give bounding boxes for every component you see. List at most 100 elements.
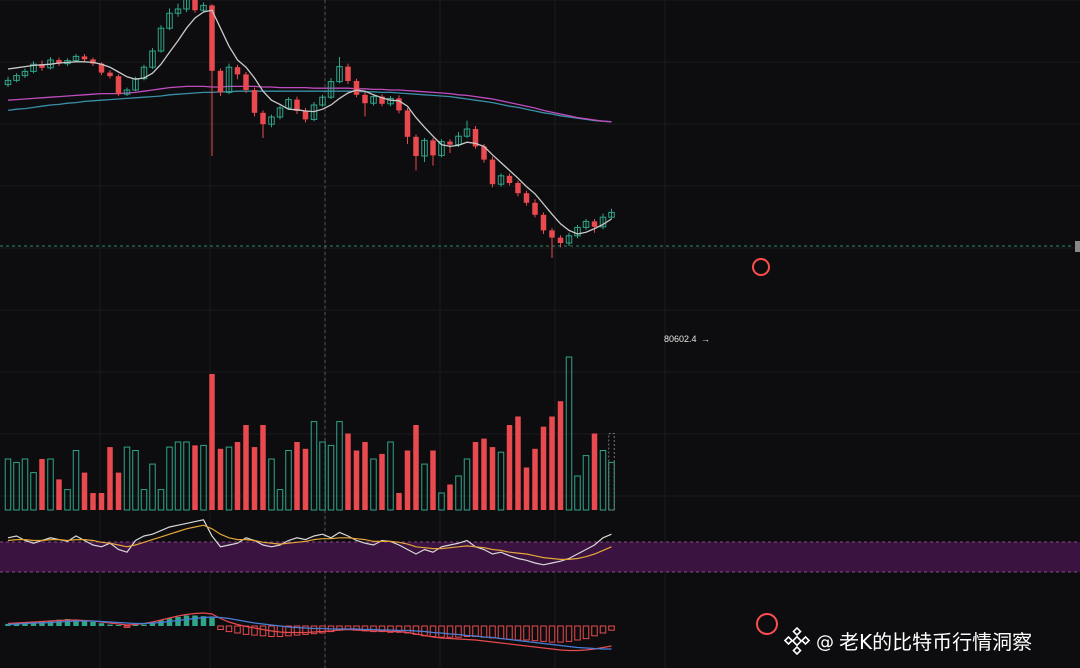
macd-bar — [319, 625, 326, 634]
candle-body — [379, 96, 385, 104]
candle-body — [472, 129, 479, 147]
volume-bar — [123, 446, 131, 511]
candle-body — [13, 75, 20, 81]
macd-bar — [234, 625, 241, 634]
candle-body — [149, 50, 156, 68]
volume-bar — [396, 493, 402, 510]
candle-body — [285, 99, 292, 109]
macd-bar — [90, 621, 96, 626]
candle-body — [243, 74, 249, 90]
candle-body — [404, 110, 411, 137]
candle-body — [463, 128, 471, 137]
candle-body — [319, 96, 326, 106]
ma-short-line — [7, 9, 612, 235]
rsi-pane — [0, 519, 1080, 573]
macd-bar — [438, 625, 445, 638]
macd-bar — [557, 625, 564, 643]
candle-body — [489, 159, 496, 185]
candle-body — [276, 107, 284, 118]
macd-bar — [387, 625, 394, 633]
volume-bar — [310, 421, 318, 511]
macd-bar — [166, 618, 173, 626]
candle-body — [506, 175, 513, 183]
candle-body — [310, 104, 318, 120]
candle-body — [166, 12, 173, 29]
volume-bar — [13, 461, 20, 511]
volume-bar — [21, 458, 29, 511]
candle-body — [523, 193, 530, 203]
macd-bar — [591, 625, 598, 637]
rsi-line-slow — [7, 524, 612, 561]
macd-bar — [540, 625, 547, 642]
volume-bar — [192, 445, 198, 510]
candle-body — [234, 67, 241, 75]
macd-bar — [310, 625, 318, 635]
candle-body — [268, 116, 275, 125]
volume-bar — [523, 467, 530, 510]
volume-bar — [362, 442, 368, 510]
volume-bar — [574, 475, 581, 511]
candle-body — [540, 214, 547, 231]
volume-bar — [166, 446, 173, 511]
macd-bar — [446, 625, 454, 638]
volume-bar — [276, 489, 284, 511]
volume-bar — [463, 458, 471, 511]
rsi-line-fast — [7, 519, 612, 566]
candle-body — [481, 146, 487, 160]
volume-bar — [115, 472, 122, 510]
volume-bar — [447, 484, 453, 510]
candle-body — [430, 140, 436, 156]
volume-bar — [30, 472, 37, 511]
volume-bar — [183, 441, 190, 511]
candle-body — [39, 64, 45, 68]
candle-body — [549, 230, 555, 238]
volume-bar — [217, 448, 224, 510]
volume-bar — [599, 450, 607, 511]
watermark: @ 老K的比特币行情洞察 — [783, 626, 1032, 656]
candle-body — [294, 99, 300, 111]
macd-bar — [285, 625, 292, 637]
candle-body — [515, 183, 521, 194]
volume-bar — [251, 447, 258, 510]
volume-bar — [591, 433, 598, 510]
volume-bar — [532, 448, 538, 510]
volume-bar — [489, 447, 496, 510]
candle-body — [582, 220, 590, 228]
candle-body — [565, 235, 573, 244]
macd-bar — [47, 620, 54, 626]
volume-bar — [421, 463, 428, 511]
volume-bar — [345, 433, 351, 510]
volume-bar — [39, 459, 45, 510]
candle-body — [353, 81, 360, 95]
highlight-circle-macd — [756, 613, 778, 635]
macd-bar — [395, 625, 403, 633]
volume-bar — [540, 426, 547, 510]
volume-bar-pending — [608, 433, 615, 511]
candle-body — [260, 112, 266, 125]
candle-body — [387, 97, 394, 105]
volume-bar — [209, 374, 215, 510]
volume-bar — [379, 453, 385, 510]
macd-bar — [302, 625, 309, 635]
price-axis-marker[interactable] — [1075, 241, 1080, 252]
candle-body — [591, 221, 598, 227]
macd-dea-line — [7, 616, 612, 650]
volume-bar — [294, 442, 300, 510]
volume-bar — [404, 450, 411, 510]
candle-body — [123, 89, 131, 95]
volume-bar — [557, 401, 564, 510]
macd-bar — [73, 619, 79, 626]
candle-body — [200, 4, 207, 11]
volume-bar — [370, 458, 377, 511]
macd-bar — [548, 625, 556, 643]
candle-body — [81, 56, 88, 60]
volume-bar — [506, 425, 513, 510]
candle-body — [21, 70, 29, 77]
candle-body — [557, 237, 564, 243]
macd-bar — [141, 624, 147, 626]
volume-bar — [565, 356, 573, 511]
candle-body — [209, 5, 215, 71]
macd-bar — [5, 623, 11, 626]
macd-bar — [81, 620, 88, 626]
low-price-arrow: → — [701, 334, 710, 344]
